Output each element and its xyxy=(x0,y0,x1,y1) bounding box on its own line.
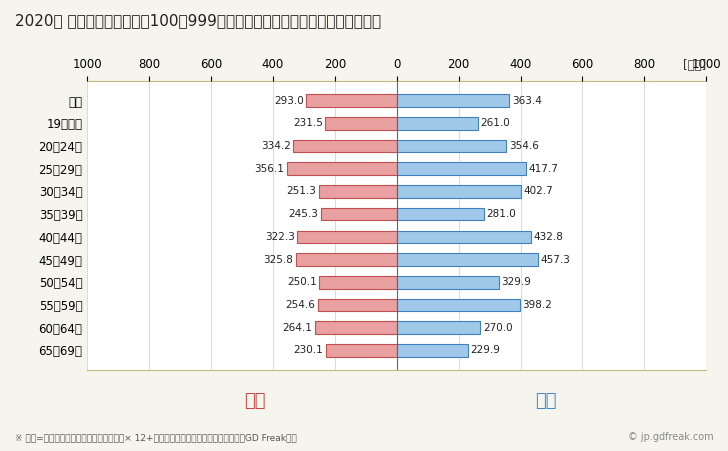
Bar xyxy=(321,208,397,221)
Text: 270.0: 270.0 xyxy=(483,323,513,333)
Text: 229.9: 229.9 xyxy=(470,345,500,355)
Text: 398.2: 398.2 xyxy=(523,300,553,310)
Bar xyxy=(397,230,531,243)
Bar xyxy=(397,253,538,266)
Text: 230.1: 230.1 xyxy=(293,345,323,355)
Text: 261.0: 261.0 xyxy=(480,118,510,128)
Text: 281.0: 281.0 xyxy=(486,209,516,219)
Bar xyxy=(297,230,397,243)
Text: ※ 年収=「きまって支給する現金給与額」× 12+「年間賞与その他特別給与額」としてGD Freak推計: ※ 年収=「きまって支給する現金給与額」× 12+「年間賞与その他特別給与額」と… xyxy=(15,433,296,442)
Bar xyxy=(293,140,397,152)
Text: 354.6: 354.6 xyxy=(509,141,539,151)
Text: 325.8: 325.8 xyxy=(264,254,293,265)
Bar xyxy=(397,322,480,334)
Text: © jp.gdfreak.com: © jp.gdfreak.com xyxy=(628,432,713,442)
Text: 363.4: 363.4 xyxy=(512,96,542,106)
Text: 251.3: 251.3 xyxy=(287,186,317,197)
Text: 356.1: 356.1 xyxy=(254,164,284,174)
Bar xyxy=(397,344,468,357)
Bar xyxy=(319,185,397,198)
Bar xyxy=(397,117,478,129)
Bar xyxy=(325,117,397,129)
Bar xyxy=(296,253,397,266)
Text: 女性: 女性 xyxy=(244,392,266,410)
Bar xyxy=(315,322,397,334)
Bar xyxy=(397,140,507,152)
Text: 417.7: 417.7 xyxy=(529,164,558,174)
Bar xyxy=(287,162,397,175)
Bar xyxy=(318,299,397,311)
Text: 231.5: 231.5 xyxy=(293,118,323,128)
Text: 322.3: 322.3 xyxy=(265,232,295,242)
Text: 402.7: 402.7 xyxy=(524,186,553,197)
Text: 男性: 男性 xyxy=(535,392,557,410)
Text: 329.9: 329.9 xyxy=(502,277,531,287)
Text: 293.0: 293.0 xyxy=(274,96,304,106)
Text: 2020年 民間企業（従業者数100～999人）フルタイム労働者の男女別平均年収: 2020年 民間企業（従業者数100～999人）フルタイム労働者の男女別平均年収 xyxy=(15,14,381,28)
Text: 250.1: 250.1 xyxy=(287,277,317,287)
Text: 432.8: 432.8 xyxy=(533,232,563,242)
Text: 245.3: 245.3 xyxy=(288,209,318,219)
Text: [万円]: [万円] xyxy=(683,59,706,72)
Bar xyxy=(397,276,499,289)
Bar xyxy=(306,94,397,107)
Bar xyxy=(325,344,397,357)
Text: 264.1: 264.1 xyxy=(282,323,312,333)
Text: 334.2: 334.2 xyxy=(261,141,291,151)
Bar xyxy=(397,162,526,175)
Bar xyxy=(320,276,397,289)
Bar xyxy=(397,185,521,198)
Bar xyxy=(397,208,483,221)
Text: 254.6: 254.6 xyxy=(285,300,315,310)
Bar xyxy=(397,94,509,107)
Bar xyxy=(397,299,520,311)
Text: 457.3: 457.3 xyxy=(541,254,571,265)
